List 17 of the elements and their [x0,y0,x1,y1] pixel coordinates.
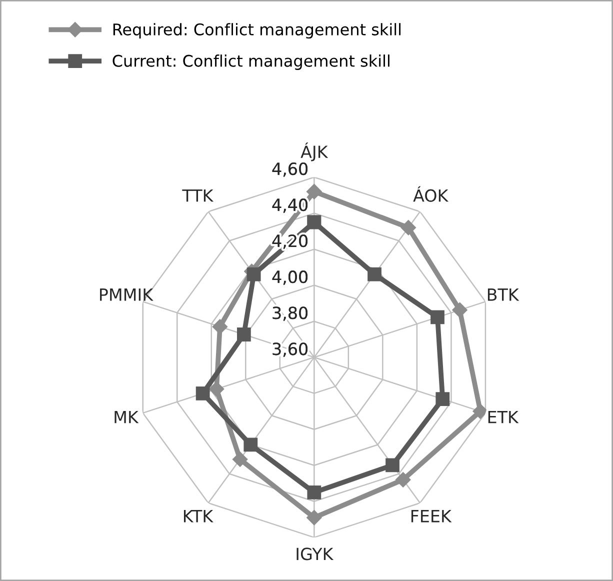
legend-label: Required: Conflict management skill [113,23,401,39]
spoke-label: TTK [182,189,214,202]
y-tick-label: 4,40 [272,198,308,213]
y-tick-label: 4,00 [272,270,308,285]
spoke-label: MK [114,410,139,424]
spoke-label: PMMIK [100,288,154,301]
y-tick-label: 3,60 [272,342,308,357]
spoke-label: ÁJK [300,142,328,162]
spoke-label: ETK [488,410,519,424]
spoke-label: BTK [488,288,520,301]
spoke-label: IGYK [296,548,334,560]
y-tick-label: 3,80 [272,306,308,321]
y-tick-label: 4,60 [272,162,308,177]
spoke-label: FEEK [411,510,452,522]
spoke-label: ÁOK [413,186,449,202]
spoke-label: KTK [184,510,214,522]
legend-label: Current: Conflict management skill [112,54,390,70]
